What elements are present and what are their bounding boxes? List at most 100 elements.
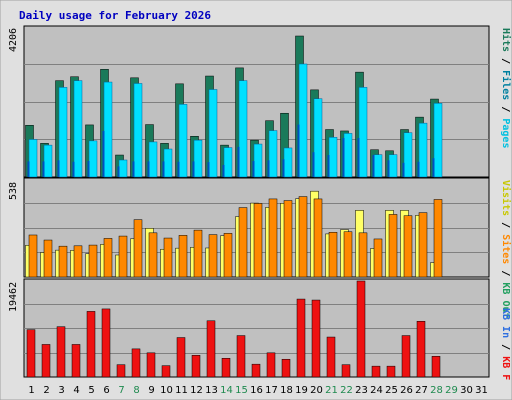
x-tick-label: 9 xyxy=(148,385,154,396)
bar-kb-f xyxy=(176,337,186,378)
bar-pages xyxy=(252,161,255,177)
bar-pages xyxy=(402,162,405,177)
label-kb-f: KB F xyxy=(500,356,511,380)
label-kb-in: KB In xyxy=(500,308,511,338)
bar-files xyxy=(283,147,293,178)
label-files: Files xyxy=(500,70,512,100)
x-tick-label: 17 xyxy=(265,385,278,396)
bar-sites xyxy=(433,199,443,278)
bar-pages xyxy=(87,161,90,177)
bottom-right-label: KB In / KB F xyxy=(500,308,511,380)
bar-sites xyxy=(373,238,383,278)
bar-kb-f xyxy=(431,356,441,378)
bar-files xyxy=(403,132,413,178)
bar-files xyxy=(178,104,188,178)
bar-kb-f xyxy=(101,308,111,378)
bar-pages xyxy=(147,161,150,177)
bar-sites xyxy=(223,233,233,278)
bar-pages xyxy=(57,160,60,177)
bar-pages xyxy=(372,155,375,177)
bar-files xyxy=(103,81,113,178)
label-sites: Sites xyxy=(500,234,512,264)
bar-files xyxy=(358,87,368,178)
x-tick-label: 3 xyxy=(58,385,64,396)
bar-kb-f xyxy=(371,365,381,378)
bar-kb-f xyxy=(26,329,36,378)
bar-files xyxy=(388,154,398,178)
bar-kb-f xyxy=(236,335,246,378)
bar-kb-f xyxy=(86,311,96,378)
bar-files xyxy=(268,130,278,178)
bar-kb-f xyxy=(161,365,171,378)
bar-kb-f xyxy=(281,358,291,378)
x-tick-label: 27 xyxy=(415,385,428,396)
x-tick-label: 15 xyxy=(235,385,248,396)
bar-kb-f xyxy=(56,326,66,378)
bar-sites xyxy=(418,212,428,278)
bar-sites xyxy=(28,234,38,278)
bar-files xyxy=(223,147,233,178)
bar-sites xyxy=(253,203,263,278)
panel-top xyxy=(23,25,490,178)
bar-pages xyxy=(417,161,420,177)
label-visits: Visits xyxy=(500,180,512,216)
bar-files xyxy=(163,148,173,178)
bar-files xyxy=(238,80,248,178)
panel-middle xyxy=(23,177,490,278)
bar-pages xyxy=(42,161,45,177)
bar-sites xyxy=(118,235,128,278)
bar-sites xyxy=(298,196,308,278)
bar-kb-f xyxy=(266,352,276,378)
bar-files xyxy=(58,87,68,178)
x-tick-label: 2 xyxy=(43,385,49,396)
bar-sites xyxy=(208,234,218,278)
bar-sites xyxy=(163,237,173,278)
bar-pages xyxy=(222,164,225,177)
bar-kb-f xyxy=(71,344,81,378)
chart-title: Daily usage for February 2026 xyxy=(19,9,211,22)
bar-kb-f xyxy=(146,352,156,378)
bar-kb-f xyxy=(341,364,351,378)
bar-pages xyxy=(282,159,285,177)
bar-kb-f xyxy=(296,298,306,378)
x-axis-labels: 1 2 3 4 5 6 7 8 9 10 11 12 13 14 15 16 17 18 19 20 21 22 23 24 2… xyxy=(28,385,488,396)
bar-files xyxy=(433,103,443,178)
bar-sites xyxy=(58,245,68,278)
bar-pages xyxy=(432,158,435,177)
bar-pages xyxy=(342,138,345,177)
bar-pages xyxy=(312,152,315,177)
bar-sites xyxy=(103,238,113,278)
bar-pages xyxy=(72,161,75,177)
x-tick-label: 11 xyxy=(175,385,188,396)
x-tick-label: 30 xyxy=(460,385,473,396)
label-hits: Hits xyxy=(500,28,512,52)
x-tick-label: 7 xyxy=(118,385,124,396)
x-tick-label: 6 xyxy=(103,385,109,396)
bar-sites xyxy=(268,198,278,278)
bar-kb-f xyxy=(326,336,336,378)
x-tick-label: 21 xyxy=(325,385,338,396)
bar-kb-f xyxy=(206,320,216,378)
bar-kb-f xyxy=(251,363,261,378)
x-tick-label: 1 xyxy=(28,385,34,396)
bar-files xyxy=(343,133,353,178)
x-tick-label: 14 xyxy=(220,385,233,396)
bar-kb-f xyxy=(356,280,366,378)
bar-pages xyxy=(237,146,240,177)
bar-sites xyxy=(328,232,338,278)
x-tick-label: 23 xyxy=(355,385,368,396)
bar-kb-f xyxy=(131,348,141,378)
bar-sites xyxy=(388,214,398,278)
bar-pages xyxy=(207,162,210,177)
bar-sites xyxy=(343,231,353,278)
bar-pages xyxy=(327,155,330,177)
bar-pages xyxy=(357,138,360,177)
x-tick-label: 4 xyxy=(73,385,79,396)
bar-pages xyxy=(192,161,195,177)
bar-files xyxy=(118,159,128,178)
bar-files xyxy=(253,143,263,178)
bar-files xyxy=(313,98,323,178)
bar-kb-f xyxy=(191,355,201,378)
bar-pages xyxy=(117,166,120,177)
